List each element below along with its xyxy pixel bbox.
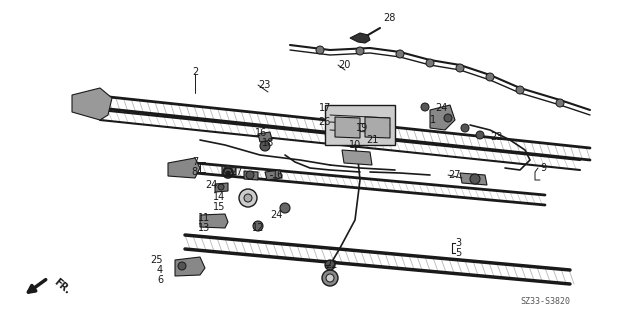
- Text: 14: 14: [212, 192, 225, 202]
- Text: 19: 19: [356, 123, 368, 133]
- Text: 16: 16: [272, 170, 284, 180]
- Circle shape: [396, 50, 404, 58]
- Polygon shape: [72, 88, 112, 120]
- Polygon shape: [350, 33, 370, 43]
- Circle shape: [316, 46, 324, 54]
- Bar: [325, 105, 395, 145]
- Circle shape: [476, 131, 484, 139]
- Text: 28: 28: [383, 13, 396, 23]
- Text: 6: 6: [157, 275, 163, 285]
- Circle shape: [218, 184, 224, 190]
- Polygon shape: [175, 257, 205, 276]
- Text: 24: 24: [205, 180, 218, 190]
- Text: 25: 25: [150, 255, 163, 265]
- Text: 12: 12: [252, 223, 264, 233]
- Text: 15: 15: [212, 202, 225, 212]
- Circle shape: [253, 221, 263, 231]
- Text: 20: 20: [338, 60, 350, 70]
- Text: 21: 21: [366, 135, 378, 145]
- Polygon shape: [222, 166, 236, 175]
- Text: 27: 27: [230, 167, 243, 177]
- Text: 13: 13: [198, 223, 210, 233]
- Text: 7: 7: [192, 157, 198, 167]
- Text: 22: 22: [325, 260, 337, 270]
- Circle shape: [239, 189, 257, 207]
- Circle shape: [444, 114, 452, 122]
- Text: FR.: FR.: [52, 276, 72, 296]
- Text: 5: 5: [455, 248, 461, 258]
- Polygon shape: [215, 183, 228, 192]
- Circle shape: [470, 174, 480, 184]
- Polygon shape: [265, 170, 282, 180]
- Circle shape: [226, 171, 230, 175]
- Text: 24: 24: [270, 210, 282, 220]
- Circle shape: [486, 73, 494, 81]
- Circle shape: [426, 59, 434, 67]
- Circle shape: [356, 47, 364, 55]
- Text: 26: 26: [319, 117, 331, 127]
- Text: 3: 3: [455, 238, 461, 248]
- Circle shape: [280, 203, 290, 213]
- Circle shape: [461, 124, 469, 132]
- Polygon shape: [258, 132, 272, 142]
- Circle shape: [260, 141, 270, 151]
- Polygon shape: [200, 214, 228, 228]
- Text: SZ33-S3820: SZ33-S3820: [520, 297, 570, 306]
- Circle shape: [178, 262, 186, 270]
- Text: 2: 2: [192, 67, 198, 77]
- Circle shape: [224, 166, 232, 174]
- Text: 4: 4: [157, 265, 163, 275]
- Polygon shape: [244, 171, 258, 180]
- Text: 1: 1: [430, 115, 436, 125]
- Text: 23: 23: [490, 132, 502, 142]
- Circle shape: [326, 274, 334, 282]
- Circle shape: [516, 86, 524, 94]
- Circle shape: [421, 103, 429, 111]
- Text: 23: 23: [258, 80, 270, 90]
- Circle shape: [325, 260, 335, 270]
- Text: 27: 27: [448, 170, 461, 180]
- Polygon shape: [342, 150, 372, 165]
- Text: 24: 24: [435, 103, 447, 113]
- Polygon shape: [168, 158, 200, 178]
- Text: 11: 11: [198, 213, 210, 223]
- Circle shape: [456, 64, 464, 72]
- Polygon shape: [365, 117, 390, 138]
- Circle shape: [556, 99, 564, 107]
- Text: 18: 18: [262, 138, 275, 148]
- Text: 9: 9: [540, 163, 546, 173]
- Polygon shape: [460, 173, 487, 185]
- Circle shape: [322, 270, 338, 286]
- Circle shape: [246, 171, 254, 179]
- Circle shape: [244, 194, 252, 202]
- Text: 10: 10: [349, 140, 361, 150]
- Text: 17: 17: [319, 103, 331, 113]
- Text: 8: 8: [192, 167, 198, 177]
- Polygon shape: [335, 117, 360, 138]
- Polygon shape: [430, 105, 455, 130]
- Text: 16: 16: [255, 128, 268, 138]
